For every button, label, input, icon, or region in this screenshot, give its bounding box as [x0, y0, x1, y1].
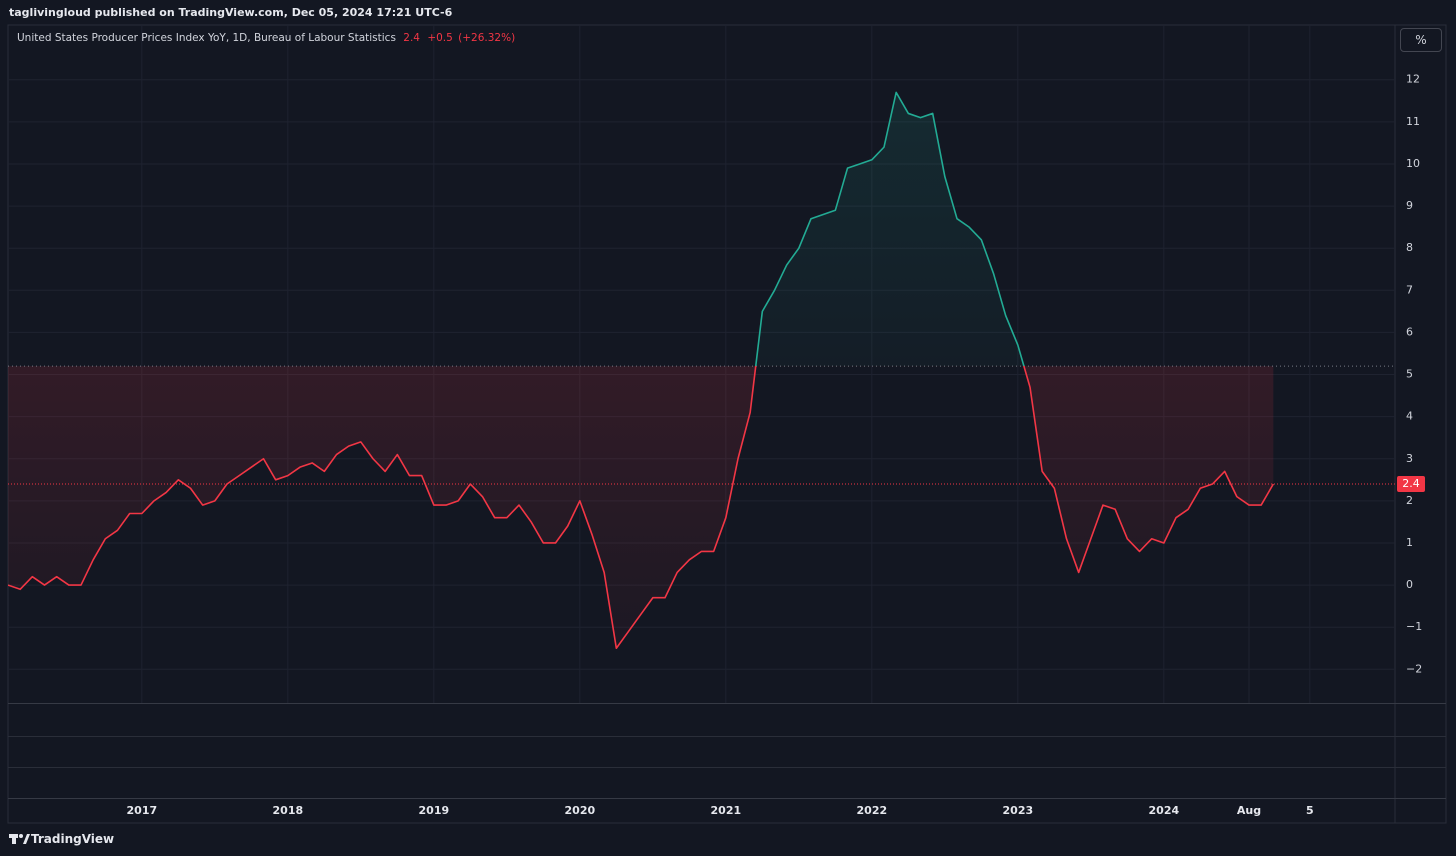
x-tick-label: 2017: [127, 804, 158, 817]
y-tick-label: 7: [1406, 283, 1413, 296]
y-tick-label: 2: [1406, 494, 1413, 507]
y-tick-label: 6: [1406, 325, 1413, 338]
y-tick-label: 12: [1406, 73, 1420, 86]
legend-value: 2.4: [403, 32, 420, 44]
publish-header: taglivingloud published on TradingView.c…: [9, 6, 453, 19]
y-tick-label: 0: [1406, 578, 1413, 591]
legend: United States Producer Prices Index YoY,…: [17, 32, 515, 44]
legend-change-pct: (+26.32%): [458, 32, 516, 44]
last-value-label: 2.4: [1402, 477, 1420, 490]
y-tick-label: −1: [1406, 620, 1422, 633]
y-tick-label: −2: [1406, 662, 1422, 675]
y-tick-label: 3: [1406, 452, 1413, 465]
brand-logo: [9, 834, 30, 844]
y-tick-label: 1: [1406, 536, 1413, 549]
brand-name: TradingView: [31, 832, 115, 846]
x-tick-label: 2024: [1149, 804, 1180, 817]
y-tick-label: 10: [1406, 157, 1420, 170]
series: [8, 91, 1395, 650]
legend-change: +0.5: [427, 32, 453, 44]
x-tick-label: 2018: [273, 804, 304, 817]
y-tick-label: 11: [1406, 115, 1420, 128]
x-tick-label: 2021: [711, 804, 742, 817]
series-line: [8, 91, 1275, 650]
x-tick-label: 2023: [1003, 804, 1034, 817]
x-tick-label: 2020: [565, 804, 596, 817]
x-tick-label: 2022: [857, 804, 888, 817]
legend-name: United States Producer Prices Index YoY,…: [17, 32, 396, 44]
last-value-box: [1397, 476, 1425, 493]
x-tick-label: Aug: [1237, 804, 1261, 817]
y-tick-label: 5: [1406, 368, 1413, 381]
x-tick-label: 2019: [419, 804, 450, 817]
y-tick-label: 4: [1406, 410, 1413, 423]
percent-scale-button[interactable]: %: [1400, 28, 1442, 52]
y-tick-label: 8: [1406, 241, 1413, 254]
x-tick-label: 5: [1306, 804, 1314, 817]
baseline-fill: [8, 92, 1274, 649]
y-tick-label: 9: [1406, 199, 1413, 212]
